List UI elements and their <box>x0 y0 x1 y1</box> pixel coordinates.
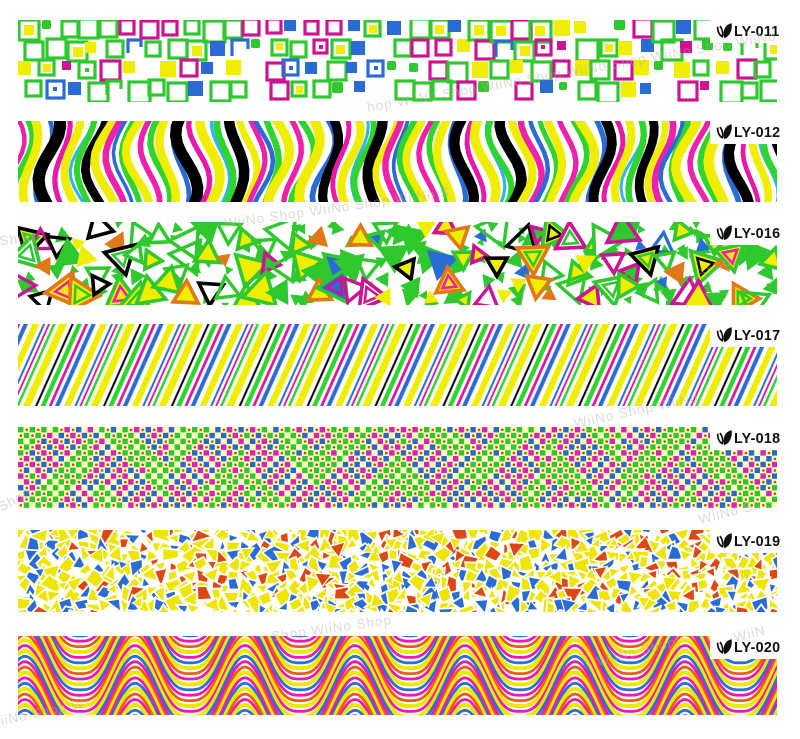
svg-text:LY-018: LY-018 <box>734 431 780 447</box>
svg-text:LY-019: LY-019 <box>734 534 780 550</box>
svg-text:LY-012: LY-012 <box>734 125 780 141</box>
svg-text:LY-016: LY-016 <box>734 226 780 242</box>
svg-text:LY-017: LY-017 <box>734 328 780 344</box>
svg-text:LY-011: LY-011 <box>734 24 780 40</box>
svg-text:LY-020: LY-020 <box>734 640 780 656</box>
